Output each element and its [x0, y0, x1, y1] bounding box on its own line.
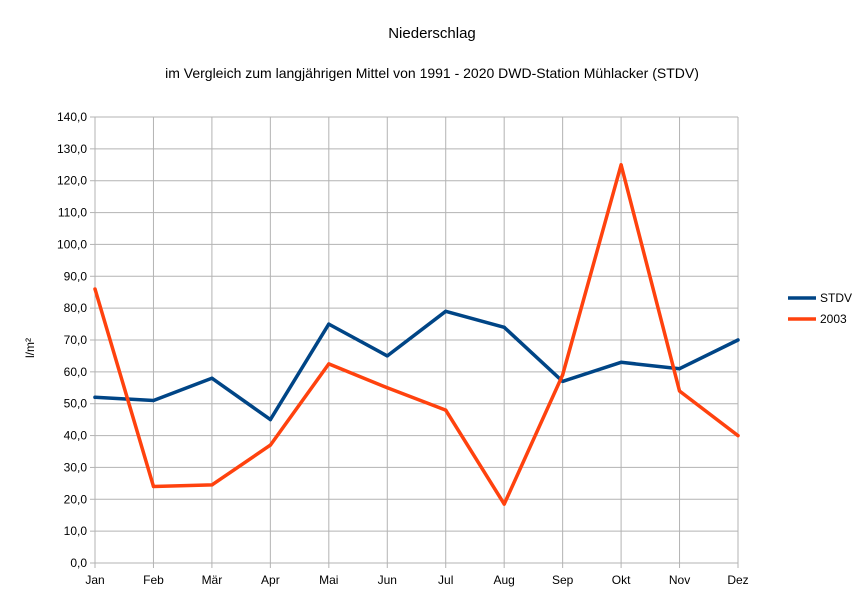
data-point-2003 — [619, 163, 623, 167]
x-tick-label: Aug — [494, 573, 515, 587]
y-tick-label: 100,0 — [57, 237, 87, 251]
data-point-2003 — [502, 502, 506, 506]
data-point-2003 — [327, 362, 331, 366]
series-line-stdv — [93, 309, 740, 422]
data-point-2003 — [210, 483, 214, 487]
y-tick-label: 40,0 — [64, 429, 88, 443]
y-tick-label: 10,0 — [64, 524, 88, 538]
y-tick-label: 80,0 — [64, 301, 88, 315]
x-tick-label: Sep — [552, 573, 574, 587]
x-tick-label: Nov — [669, 573, 690, 587]
y-tick-label: 110,0 — [58, 206, 87, 220]
y-axis-label: l/m² — [23, 338, 37, 358]
data-point-stdv — [444, 309, 448, 313]
data-point-stdv — [268, 418, 272, 422]
legend: STDV 2003 — [788, 291, 852, 326]
y-tick-label: 50,0 — [64, 397, 88, 411]
data-point-2003 — [93, 287, 97, 291]
y-tick-label: 120,0 — [57, 174, 87, 188]
legend-label-2003: 2003 — [820, 312, 847, 326]
chart-title: Niederschlag — [388, 25, 476, 42]
data-point-stdv — [93, 395, 97, 399]
data-point-2003 — [561, 373, 565, 377]
x-tick-label: Mai — [319, 573, 338, 587]
y-tick-label: 30,0 — [64, 460, 88, 474]
data-point-2003 — [736, 433, 740, 438]
data-point-2003 — [677, 389, 682, 393]
y-tick-label: 140,0 — [57, 110, 87, 124]
data-point-stdv — [677, 367, 682, 371]
data-point-stdv — [327, 322, 331, 326]
series-layer — [93, 163, 740, 506]
data-point-2003 — [151, 484, 156, 489]
y-axis-ticks: 0,0 10,0 20,0 30,0 40,0 50,0 60,0 70,0 80,0 90,0 1… — [57, 110, 95, 570]
y-tick-label: 90,0 — [64, 269, 88, 283]
y-tick-label: 0,0 — [70, 556, 87, 570]
grid — [94, 116, 739, 564]
data-point-2003 — [268, 443, 272, 447]
data-point-2003 — [385, 386, 389, 390]
x-tick-label: Apr — [261, 573, 280, 587]
data-point-stdv — [210, 376, 214, 380]
x-tick-label: Jul — [438, 573, 453, 587]
data-point-stdv — [385, 354, 389, 358]
series-line-2003 — [93, 163, 740, 506]
y-tick-label: 130,0 — [57, 142, 87, 156]
x-axis-ticks: Jan Feb Mär Apr Mai Jun Jul Aug Sep Okt Nov Dez — [85, 563, 749, 587]
legend-label-stdv: STDV — [820, 291, 852, 305]
x-tick-label: Feb — [143, 573, 164, 587]
chart-subtitle: im Vergleich zum langjährigen Mittel von… — [165, 65, 699, 81]
x-tick-label: Mär — [202, 573, 223, 587]
y-tick-label: 70,0 — [64, 333, 88, 347]
x-tick-label: Jan — [85, 573, 104, 587]
y-tick-label: 60,0 — [64, 365, 88, 379]
y-tick-label: 20,0 — [64, 492, 88, 506]
x-tick-label: Dez — [727, 573, 748, 587]
x-tick-label: Jun — [378, 573, 397, 587]
data-point-stdv — [502, 325, 506, 329]
data-point-stdv — [619, 360, 623, 364]
x-tick-label: Okt — [612, 573, 631, 587]
data-point-2003 — [444, 408, 448, 412]
data-point-stdv — [736, 338, 740, 342]
data-point-stdv — [151, 398, 156, 403]
